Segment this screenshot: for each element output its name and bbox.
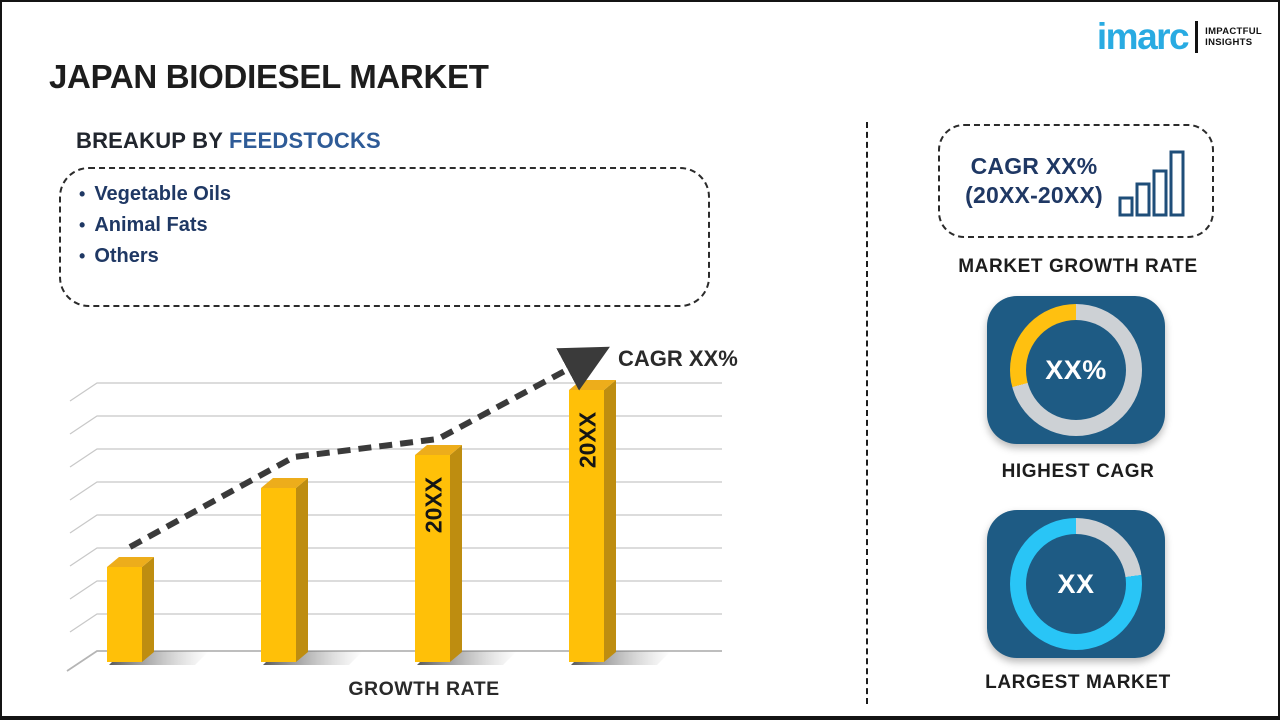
cagr-annotation: CAGR XX% (618, 346, 738, 371)
highest-cagr-label: HIGHEST CAGR (1001, 461, 1155, 482)
market-growth-rate-label: MARKET GROWTH RATE (958, 256, 1198, 277)
page-title: JAPAN BIODIESEL MARKET (49, 58, 489, 95)
imarc-logo: imarc IMPACTFUL INSIGHTS (1097, 18, 1262, 55)
largest-market-tile: XX (987, 510, 1165, 658)
bullet-icon: • (79, 246, 86, 266)
market-growth-box-text: CAGR XX% (20XX-20XX) (965, 153, 1103, 208)
highest-cagr-tile: XX% (987, 296, 1165, 444)
market-growth-box: CAGR XX% (20XX-20XX) (938, 124, 1214, 238)
list-item: • Vegetable Oils (79, 179, 688, 210)
bullet-icon: • (79, 215, 86, 235)
feedstocks-list: • Vegetable Oils • Animal Fats • Others (79, 179, 688, 272)
largest-market-label: LARGEST MARKET (985, 672, 1171, 693)
bar-year-label: 20XX (421, 476, 447, 533)
largest-market-value: XX (1026, 534, 1126, 634)
logo-divider-bar (1195, 20, 1199, 53)
highest-cagr-value: XX% (1026, 320, 1126, 420)
breakup-heading-prefix: BREAKUP BY (76, 128, 229, 153)
trend-arrow (128, 346, 610, 550)
x-axis-label: GROWTH RATE (348, 678, 499, 700)
bar-year-label: 20XX (575, 411, 601, 468)
list-item: • Animal Fats (79, 210, 688, 241)
breakup-heading: BREAKUP BY FEEDSTOCKS (76, 128, 381, 154)
imarc-wordmark: imarc (1096, 16, 1190, 57)
logo-tagline: IMPACTFUL INSIGHTS (1205, 25, 1262, 48)
breakup-heading-highlight: FEEDSTOCKS (228, 128, 381, 153)
growth-rate-chart: 20XX 20XX CAGR XX% GROWTH RATE (62, 335, 742, 707)
list-item: • Others (79, 241, 688, 272)
largest-market-donut-chart: XX (1010, 518, 1142, 650)
highest-cagr-donut-chart: XX% (1010, 304, 1142, 436)
chart-gridlines (66, 382, 722, 672)
bar-chart-icon (1118, 150, 1185, 217)
section-divider (866, 122, 868, 704)
chart-bars: 20XX 20XX (107, 380, 671, 665)
bullet-icon: • (79, 184, 86, 204)
growth-rate-chart-svg: 20XX 20XX CAGR XX% GROWTH RATE (66, 346, 738, 700)
feedstocks-list-box: • Vegetable Oils • Animal Fats • Others (59, 167, 710, 307)
